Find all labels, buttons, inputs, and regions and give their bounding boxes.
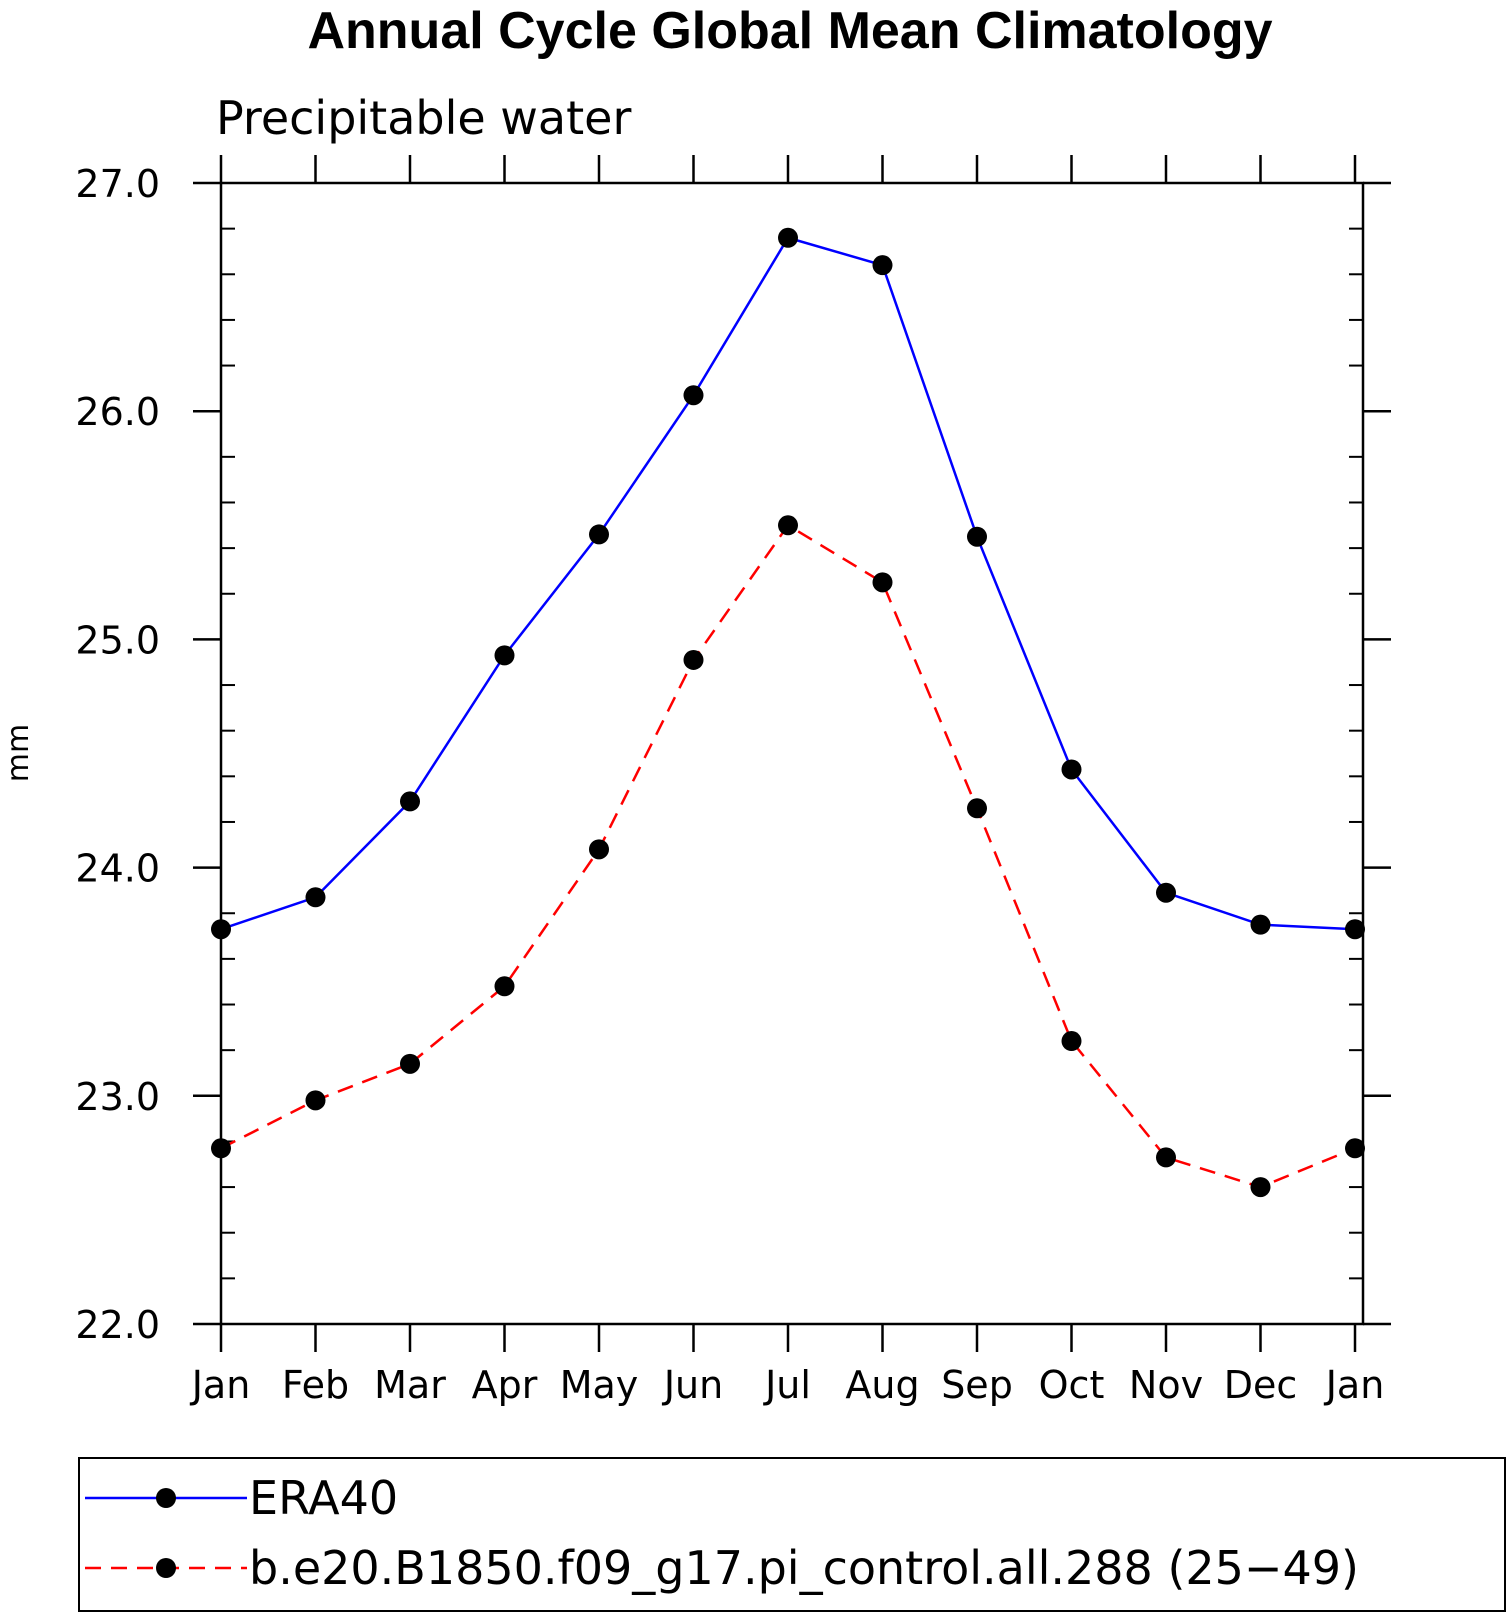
series-1-point bbox=[305, 1090, 326, 1111]
x-tick-label: Aug bbox=[845, 1363, 919, 1407]
series-0-point bbox=[683, 385, 704, 406]
y-axis-tick-labels: 22.0 23.0 24.0 25.0 26.0 27.0 bbox=[75, 162, 160, 1347]
legend-label-model: b.e20.B1850.f09_g17.pi_control.all.288 (… bbox=[249, 1541, 1359, 1595]
series-1-point bbox=[589, 839, 609, 860]
series-0-point bbox=[872, 255, 893, 276]
y-tick-label: 22.0 bbox=[75, 1303, 160, 1347]
y-tick-label: 25.0 bbox=[75, 618, 160, 662]
series-0-point bbox=[589, 524, 609, 545]
y-axis-label: mm bbox=[1, 724, 36, 782]
chart-title: Annual Cycle Global Mean Climatology bbox=[307, 2, 1272, 60]
series-0-point bbox=[1250, 914, 1271, 935]
legend-marker-era40 bbox=[156, 1488, 176, 1508]
series-0-point bbox=[305, 887, 326, 908]
x-tick-label: Mar bbox=[374, 1363, 446, 1407]
series-1-point bbox=[683, 649, 704, 670]
x-tick-label: Jun bbox=[662, 1363, 723, 1407]
series-1-point bbox=[494, 976, 515, 997]
series-1-point bbox=[400, 1053, 420, 1074]
series-0-point bbox=[967, 526, 987, 547]
series-0-point bbox=[211, 919, 231, 940]
x-tick-label: Jan bbox=[1324, 1363, 1385, 1407]
legend-label-era40: ERA40 bbox=[249, 1471, 398, 1525]
y-tick-label: 26.0 bbox=[75, 390, 160, 434]
series-0-point bbox=[778, 227, 798, 248]
series-1-point bbox=[778, 515, 798, 536]
series-1-point bbox=[872, 572, 893, 593]
x-tick-label: Jul bbox=[763, 1363, 811, 1407]
series-group bbox=[211, 227, 1365, 1198]
y-tick-label: 27.0 bbox=[75, 162, 160, 206]
series-line-0 bbox=[220, 236, 1356, 931]
legend-box bbox=[78, 1457, 1506, 1612]
y-tick-label: 23.0 bbox=[75, 1075, 160, 1119]
legend-marker-model bbox=[156, 1558, 176, 1578]
x-tick-label: Oct bbox=[1039, 1363, 1105, 1407]
plot-frame bbox=[219, 181, 1365, 1326]
series-0-point bbox=[1061, 759, 1082, 780]
series-1-point bbox=[967, 798, 987, 819]
series-1-point bbox=[211, 1138, 231, 1159]
x-tick-label: Apr bbox=[472, 1363, 538, 1407]
x-tick-label: Feb bbox=[282, 1363, 349, 1407]
x-tick-label: Dec bbox=[1224, 1363, 1298, 1407]
series-0-point bbox=[494, 645, 515, 666]
series-1-point bbox=[1345, 1138, 1365, 1159]
series-1-point bbox=[1156, 1147, 1176, 1168]
x-tick-label: Jan bbox=[190, 1363, 251, 1407]
series-0-point bbox=[1345, 919, 1365, 940]
series-line-1 bbox=[220, 523, 1356, 1189]
series-1-point bbox=[1250, 1177, 1271, 1198]
series-0-point bbox=[1156, 882, 1176, 903]
series-1-point bbox=[1061, 1031, 1082, 1052]
y-tick-label: 24.0 bbox=[75, 847, 160, 891]
legend: ERA40 b.e20.B1850.f09_g17.pi_control.all… bbox=[78, 1457, 1506, 1612]
chart-subtitle: Precipitable water bbox=[216, 91, 631, 145]
x-tick-label: Nov bbox=[1129, 1363, 1203, 1407]
axis-ticks bbox=[193, 155, 1391, 1352]
series-0-point bbox=[400, 791, 420, 812]
x-axis-tick-labels: Jan Feb Mar Apr May Jun Jul Aug Sep Oct Nov Dec Jan bbox=[190, 1363, 1385, 1407]
x-tick-label: Sep bbox=[941, 1363, 1013, 1407]
x-tick-label: May bbox=[560, 1363, 639, 1407]
